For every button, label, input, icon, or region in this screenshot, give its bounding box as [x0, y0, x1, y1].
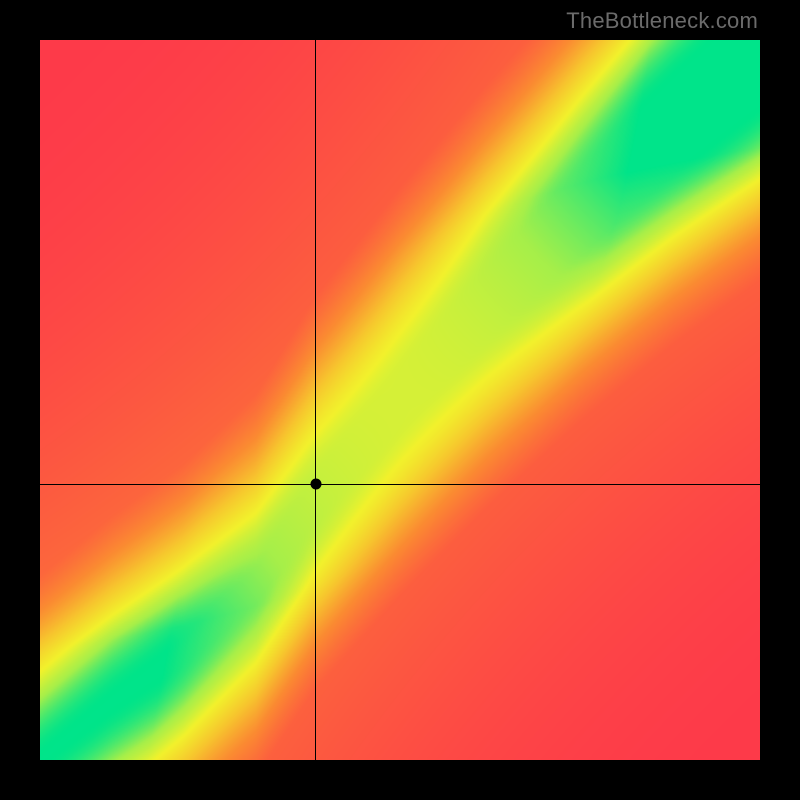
watermark-text: TheBottleneck.com — [566, 8, 758, 34]
crosshair-vertical — [315, 40, 316, 760]
crosshair-marker — [310, 479, 321, 490]
crosshair-horizontal — [40, 484, 760, 485]
bottleneck-heatmap — [40, 40, 760, 760]
plot-frame — [40, 40, 760, 760]
